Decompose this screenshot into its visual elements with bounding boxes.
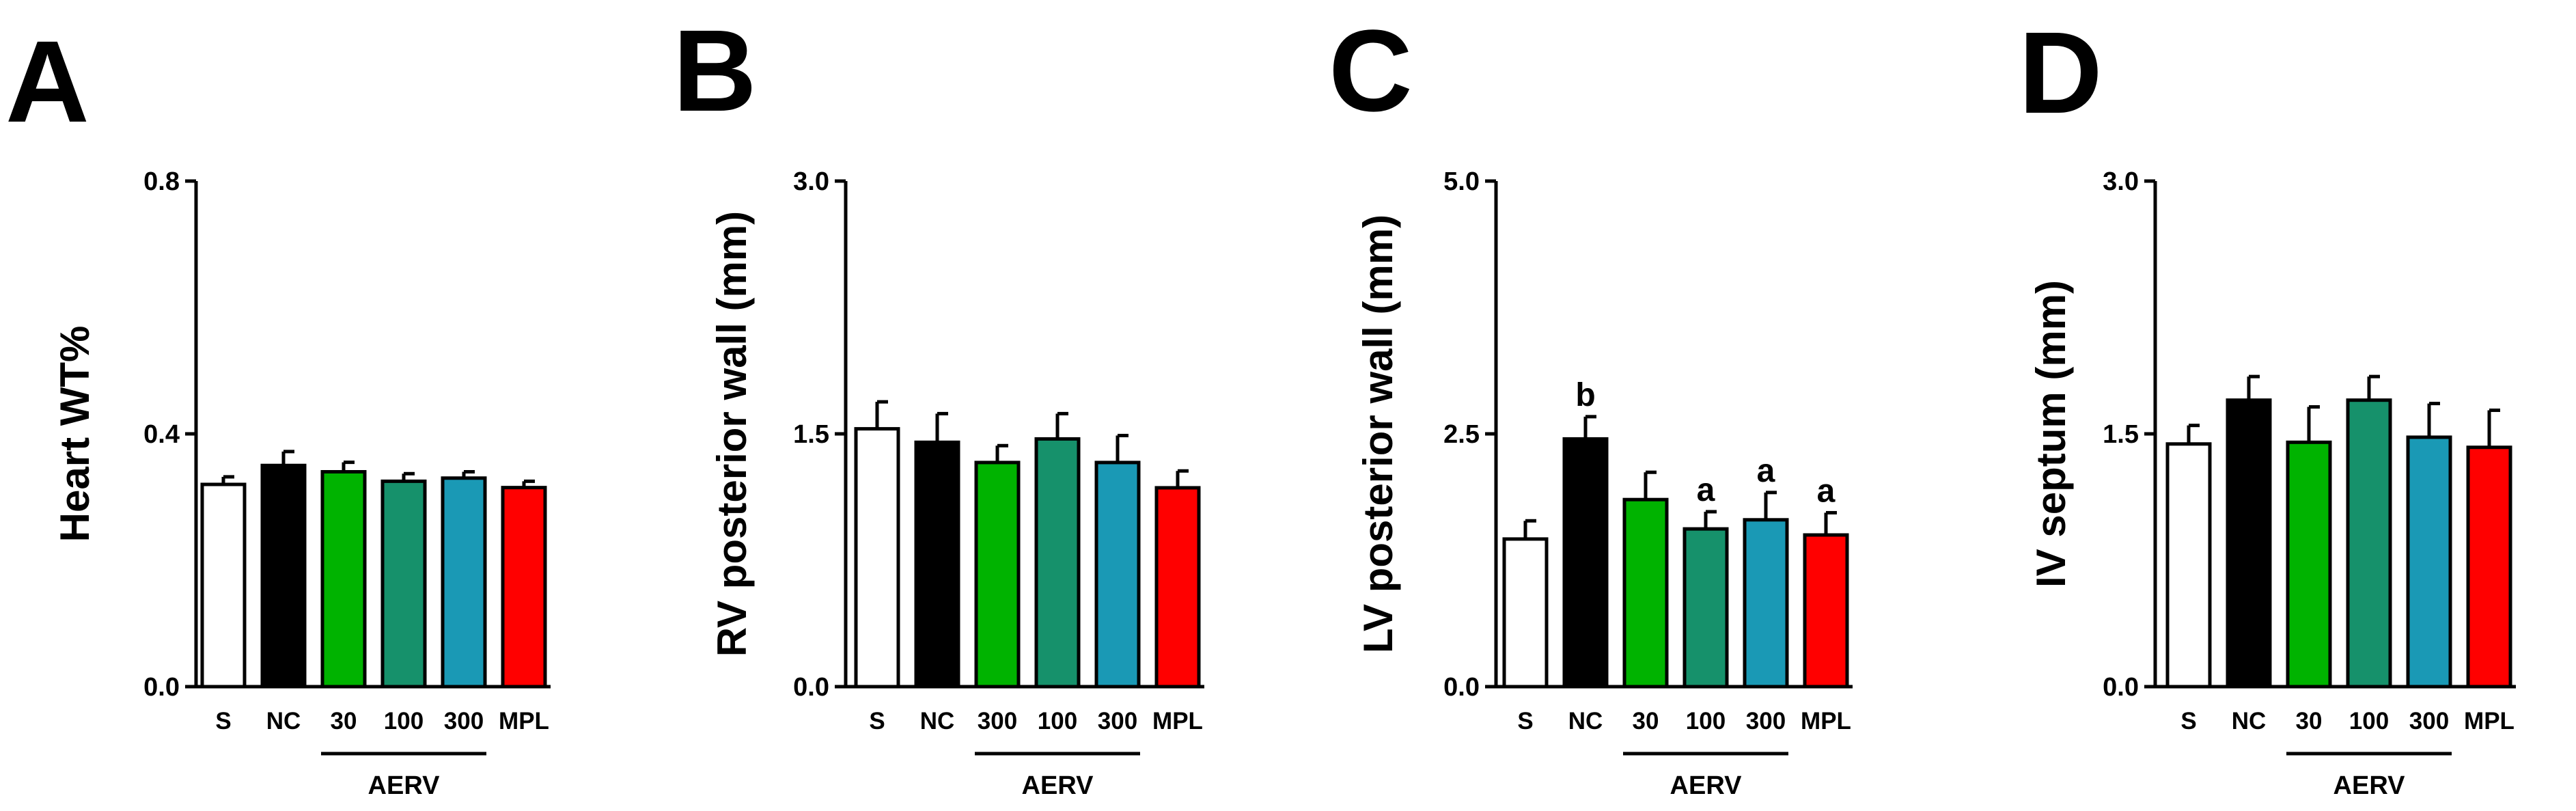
category-label: NC bbox=[2232, 708, 2267, 734]
bar bbox=[260, 463, 307, 689]
bar bbox=[380, 479, 427, 689]
bar bbox=[1743, 518, 1789, 689]
bar bbox=[2406, 435, 2452, 689]
panel-letter-a: A bbox=[5, 17, 89, 147]
group-label: AERV bbox=[2333, 771, 2406, 800]
panel-letter-c: C bbox=[1329, 6, 1413, 136]
y-axis-title: IV septum (mm) bbox=[2028, 280, 2074, 588]
bar bbox=[1502, 537, 1549, 689]
category-label: NC bbox=[920, 708, 955, 734]
y-tick-label: 0.0 bbox=[143, 673, 180, 702]
panel-a: A 0.0 0.4 0.8 Heart WT% S NC 30 100 300 MPL AERV bbox=[5, 17, 551, 800]
bar bbox=[2286, 440, 2332, 689]
y-tick-label: 3.0 bbox=[793, 167, 829, 196]
category-label: NC bbox=[1568, 708, 1603, 734]
bar bbox=[914, 440, 960, 689]
category-label: S bbox=[1517, 708, 1533, 734]
category-label: 100 bbox=[2349, 708, 2389, 734]
bar bbox=[1622, 497, 1669, 689]
y-tick-label: 0.0 bbox=[1443, 673, 1480, 702]
panel-d: D 0.0 1.5 3.0 IV septum (mm) S NC 30 100 300 MPL A… bbox=[2019, 8, 2516, 800]
significance-letter: a bbox=[1757, 453, 1775, 489]
group-label: AERV bbox=[368, 771, 441, 800]
y-tick-label: 0.0 bbox=[793, 673, 829, 702]
significance-letter: a bbox=[1817, 473, 1836, 509]
y-axis-title: Heart WT% bbox=[52, 326, 98, 542]
bar bbox=[441, 476, 487, 689]
bar bbox=[1034, 437, 1081, 689]
bar bbox=[1803, 533, 1849, 689]
category-label: MPL bbox=[1152, 708, 1203, 734]
bar bbox=[974, 461, 1021, 689]
category-label: S bbox=[869, 708, 885, 734]
category-label: S bbox=[2180, 708, 2196, 734]
panel-c: C 0.0 2.5 5.0 LV posterior wall (mm) S NC b 30 1… bbox=[1329, 6, 1853, 800]
bar bbox=[2165, 442, 2212, 689]
bar bbox=[1682, 527, 1729, 689]
bar bbox=[1094, 461, 1141, 689]
y-tick-label: 2.5 bbox=[1443, 420, 1480, 449]
group-label: AERV bbox=[1022, 771, 1094, 800]
category-label: 100 bbox=[384, 708, 424, 734]
bar bbox=[854, 427, 900, 689]
bar bbox=[501, 486, 547, 689]
category-label: 300 bbox=[2409, 708, 2449, 734]
bar bbox=[1154, 486, 1201, 689]
y-tick-label: 1.5 bbox=[2103, 420, 2139, 449]
category-label: 100 bbox=[1038, 708, 1077, 734]
category-label: 300 bbox=[1746, 708, 1786, 734]
bar bbox=[200, 482, 247, 689]
significance-letter: a bbox=[1697, 472, 1715, 508]
bar bbox=[2466, 445, 2512, 689]
y-tick-label: 3.0 bbox=[2103, 167, 2139, 196]
category-label: 30 bbox=[1633, 708, 1659, 734]
y-axis-title: LV posterior wall (mm) bbox=[1355, 215, 1401, 653]
category-label: S bbox=[215, 708, 231, 734]
y-axis-title: RV posterior wall (mm) bbox=[709, 211, 755, 657]
category-label: 30 bbox=[331, 708, 357, 734]
category-label: 300 bbox=[1098, 708, 1137, 734]
group-label: AERV bbox=[1670, 771, 1743, 800]
category-label: 100 bbox=[1686, 708, 1726, 734]
panel-b: B 0.0 1.5 3.0 RV posterior wall (mm) S NC 300 1… bbox=[673, 6, 1204, 800]
panel-letter-b: B bbox=[673, 6, 757, 136]
y-tick-label: 0.4 bbox=[143, 420, 180, 449]
y-tick-label: 1.5 bbox=[793, 420, 829, 449]
y-tick-label: 0.8 bbox=[143, 167, 180, 196]
bar bbox=[320, 470, 367, 689]
significance-letter: b bbox=[1575, 377, 1595, 413]
y-tick-label: 5.0 bbox=[1443, 167, 1480, 196]
bar bbox=[1562, 437, 1609, 689]
panel-letter-d: D bbox=[2019, 8, 2103, 138]
bar bbox=[2226, 398, 2272, 689]
category-label: 300 bbox=[444, 708, 484, 734]
bar bbox=[2346, 398, 2392, 689]
category-label: MPL bbox=[1801, 708, 1851, 734]
category-label: 300 bbox=[978, 708, 1017, 734]
category-label: MPL bbox=[2464, 708, 2515, 734]
y-tick-label: 0.0 bbox=[2103, 673, 2139, 702]
category-label: NC bbox=[266, 708, 301, 734]
category-label: 30 bbox=[2296, 708, 2323, 734]
category-label: MPL bbox=[499, 708, 549, 734]
